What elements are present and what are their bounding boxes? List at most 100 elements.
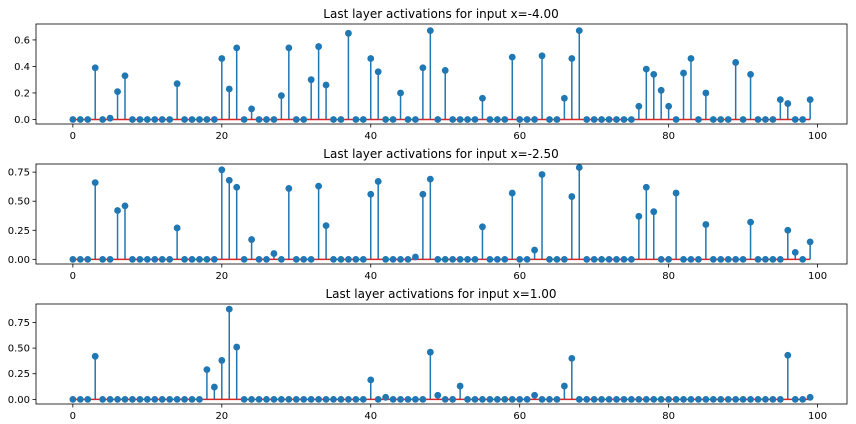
data-point <box>322 81 330 89</box>
data-point <box>762 395 769 403</box>
data-point <box>776 255 784 263</box>
data-point <box>91 64 99 72</box>
data-point <box>724 116 732 123</box>
data-point <box>598 116 606 123</box>
data-point <box>389 255 397 263</box>
data-point <box>657 86 665 94</box>
data-point <box>270 395 278 403</box>
axes-frame <box>35 163 848 265</box>
data-point <box>754 116 762 123</box>
data-point <box>136 395 144 403</box>
data-point <box>330 395 337 403</box>
data-point <box>449 395 457 403</box>
data-point <box>285 44 293 52</box>
data-point <box>657 255 665 263</box>
data-point <box>575 395 583 403</box>
data-point <box>330 116 337 123</box>
data-point <box>173 395 181 403</box>
data-point <box>292 255 300 263</box>
data-point <box>188 255 196 263</box>
data-point <box>255 255 263 263</box>
data-point <box>702 395 710 403</box>
data-point <box>233 44 241 52</box>
data-point <box>687 255 695 263</box>
data-point <box>717 116 725 123</box>
data-point <box>158 116 166 123</box>
y-tick-label: 0.00 <box>8 395 30 406</box>
data-point <box>724 395 732 403</box>
data-point <box>762 255 769 263</box>
data-point <box>203 255 211 263</box>
data-point <box>345 395 352 403</box>
data-point <box>620 395 628 403</box>
data-point <box>464 116 471 123</box>
data-point <box>359 255 367 263</box>
data-point <box>605 116 613 123</box>
data-point <box>352 395 360 403</box>
data-point <box>672 189 680 197</box>
data-point <box>203 366 211 374</box>
stem-lines <box>94 30 811 120</box>
data-point <box>263 255 270 263</box>
data-point <box>747 70 754 78</box>
y-tick-label: 0.2 <box>14 88 30 99</box>
data-point <box>129 116 136 123</box>
data-point <box>225 305 233 313</box>
data-point <box>300 116 308 123</box>
data-point <box>196 116 203 123</box>
data-point <box>635 102 643 110</box>
data-point <box>546 255 553 263</box>
data-point <box>583 395 591 403</box>
data-point <box>628 116 635 123</box>
data-point <box>747 218 754 226</box>
data-point <box>151 116 159 123</box>
data-point <box>687 395 695 403</box>
data-point <box>449 116 457 123</box>
data-point <box>538 395 546 403</box>
data-point <box>687 55 695 62</box>
data-point <box>106 255 114 263</box>
data-point <box>464 255 471 263</box>
y-tick-label: 0.6 <box>14 35 30 46</box>
data-point <box>739 116 747 123</box>
axes-frame <box>35 23 848 125</box>
data-point <box>382 393 390 401</box>
data-point <box>151 395 159 403</box>
data-point <box>143 255 151 263</box>
data-point <box>501 395 509 403</box>
stem-lines <box>94 167 811 260</box>
x-tick-label: 20 <box>215 271 228 282</box>
data-point <box>456 116 464 123</box>
data-point <box>307 395 315 403</box>
axes-frame <box>35 303 848 405</box>
data-point <box>114 207 121 214</box>
data-point <box>69 116 77 123</box>
data-point <box>412 395 419 403</box>
data-point <box>628 255 635 263</box>
data-point <box>337 395 345 403</box>
data-point <box>441 67 449 74</box>
data-point <box>657 395 665 403</box>
data-point <box>84 395 92 403</box>
y-tick-label: 0.25 <box>8 226 30 237</box>
subplot-title: Last layer activations for input x=-2.50 <box>323 147 558 161</box>
x-tick-label: 100 <box>808 131 827 142</box>
x-tick-label: 40 <box>364 411 377 422</box>
data-point <box>307 255 315 263</box>
data-point <box>784 226 792 234</box>
data-point <box>263 116 270 123</box>
data-point <box>791 395 799 403</box>
data-point <box>493 255 501 263</box>
data-point <box>732 255 740 263</box>
data-point <box>568 55 576 62</box>
y-tick-label: 0.75 <box>8 318 30 329</box>
data-point <box>218 166 226 174</box>
data-point <box>739 395 747 403</box>
y-tick-label: 0.50 <box>8 197 30 208</box>
data-point <box>397 255 404 263</box>
data-point <box>121 72 129 80</box>
x-tick-label: 40 <box>364 131 377 142</box>
data-point <box>136 255 144 263</box>
data-point <box>158 255 166 263</box>
data-point <box>263 395 270 403</box>
